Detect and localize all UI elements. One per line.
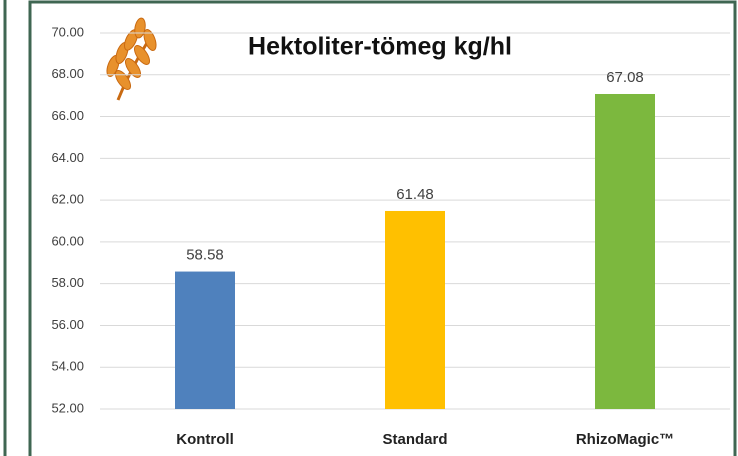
x-tick-label: Standard bbox=[382, 431, 447, 448]
data-label: 58.58 bbox=[186, 247, 224, 264]
y-tick-label: 66.00 bbox=[51, 108, 84, 123]
chart-title: Hektoliter-tömeg kg/hl bbox=[248, 33, 512, 61]
y-tick-label: 64.00 bbox=[51, 150, 84, 165]
wheat-icon bbox=[106, 17, 157, 101]
data-label: 61.48 bbox=[396, 186, 434, 203]
y-tick-label: 62.00 bbox=[51, 192, 84, 207]
y-tick-label: 60.00 bbox=[51, 233, 84, 248]
x-tick-label: Kontroll bbox=[176, 431, 234, 448]
chart-frame bbox=[28, 0, 737, 456]
y-tick-label: 70.00 bbox=[51, 24, 84, 39]
bar bbox=[595, 93, 655, 410]
bar bbox=[175, 271, 235, 409]
y-tick-label: 56.00 bbox=[51, 317, 84, 332]
x-tick-label: RhizoMagic™ bbox=[576, 431, 674, 448]
y-tick-label: 54.00 bbox=[51, 359, 84, 374]
bar bbox=[385, 210, 445, 409]
y-tick-label: 58.00 bbox=[51, 275, 84, 290]
y-tick-label: 52.00 bbox=[51, 400, 84, 415]
data-label: 67.08 bbox=[606, 69, 644, 86]
y-tick-label: 68.00 bbox=[51, 66, 84, 81]
